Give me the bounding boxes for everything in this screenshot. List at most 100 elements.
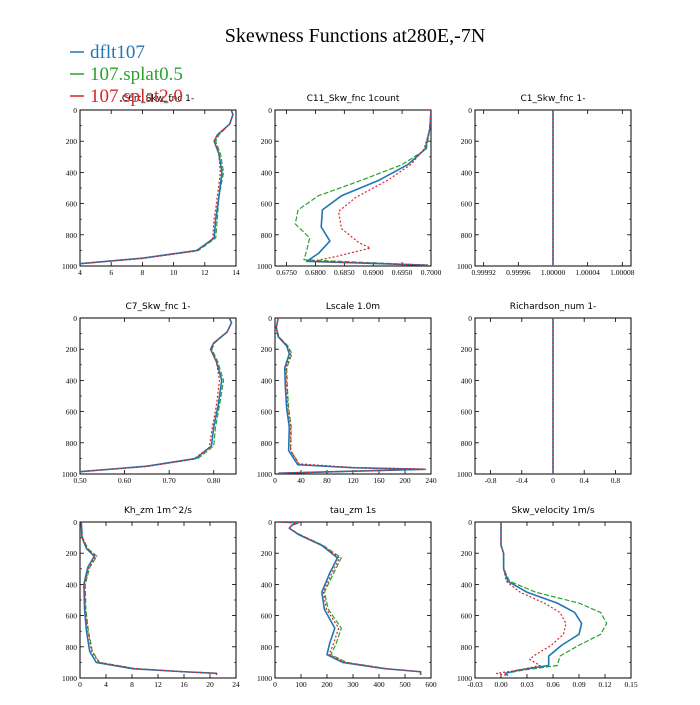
panel-title: tau_zm 1s (330, 506, 376, 516)
y-tick-label: 0 (268, 314, 272, 323)
y-tick-label: 200 (66, 137, 78, 146)
x-tick-label: 200 (321, 680, 333, 689)
y-tick-label: 400 (66, 580, 78, 589)
y-tick-label: 400 (261, 376, 273, 385)
series-line-dflt107 (80, 318, 233, 473)
x-tick-label: 300 (347, 680, 359, 689)
x-tick-label: 100 (295, 680, 307, 689)
x-tick-label: 0 (273, 476, 277, 485)
panel-title: C6rt_Skw_fnc 1- (122, 94, 194, 104)
legend-label: dflt107 (90, 42, 145, 63)
y-tick-label: 800 (66, 643, 78, 652)
y-tick-label: 1000 (257, 674, 272, 683)
x-tick-label: 0.80 (207, 476, 220, 485)
x-tick-label: -0.4 (516, 476, 528, 485)
y-tick-label: 200 (461, 137, 473, 146)
y-tick-label: 800 (261, 643, 273, 652)
y-tick-label: 0 (268, 518, 272, 527)
series-line-107.splat0.5 (277, 522, 422, 675)
panel-2: C11_Skw_fnc 1count 0 200 400 600 800 1000 0.675… (257, 94, 442, 277)
x-tick-label: -0.8 (485, 476, 497, 485)
panel-title: Lscale 1.0m (326, 302, 380, 312)
x-tick-label: 4 (78, 268, 82, 277)
panel-frame (274, 317, 432, 475)
x-tick-label: 0.6800 (305, 268, 326, 277)
y-tick-label: 0 (73, 314, 77, 323)
x-tick-label: -0.03 (467, 680, 483, 689)
x-tick-label: 0.03 (520, 680, 533, 689)
y-tick-label: 1000 (457, 674, 472, 683)
x-tick-label: 0.00 (494, 680, 507, 689)
panel-frame (79, 317, 237, 475)
panel-title: C7_Skw_fnc 1- (126, 302, 191, 312)
y-tick-label: 0 (73, 106, 77, 115)
x-tick-label: 120 (347, 476, 359, 485)
panel-frame (79, 109, 237, 267)
x-tick-label: 0.6900 (363, 268, 384, 277)
series-line-107.splat0.5 (275, 318, 427, 474)
series-line-107.splat2.0 (311, 110, 431, 266)
series-line-107.splat2.0 (275, 318, 424, 474)
panel-title: C11_Skw_fnc 1count (307, 94, 400, 104)
y-tick-label: 1000 (257, 470, 272, 479)
figure-title: Skewness Functions at280E,-7N (225, 25, 486, 47)
panel-frame (474, 521, 632, 679)
series-line-dflt107 (80, 522, 218, 675)
y-tick-label: 800 (261, 439, 273, 448)
y-tick-label: 400 (461, 168, 473, 177)
y-tick-label: 600 (66, 200, 78, 209)
y-tick-label: 1000 (62, 674, 77, 683)
y-tick-label: 400 (461, 376, 473, 385)
y-tick-label: 0 (268, 106, 272, 115)
y-tick-label: 400 (261, 580, 273, 589)
x-tick-label: 0.50 (73, 476, 86, 485)
y-tick-label: 200 (461, 549, 473, 558)
y-tick-label: 800 (461, 231, 473, 240)
y-tick-label: 600 (66, 612, 78, 621)
series-line-dflt107 (275, 318, 426, 474)
x-tick-label: 0.4 (580, 476, 590, 485)
x-tick-label: 24 (232, 680, 240, 689)
x-tick-label: 1.00000 (541, 268, 566, 277)
x-tick-label: 80 (323, 476, 331, 485)
x-tick-label: 20 (206, 680, 214, 689)
panel-frame (274, 109, 432, 267)
series-line-dflt107 (500, 522, 583, 677)
x-tick-label: 400 (373, 680, 385, 689)
y-tick-label: 0 (468, 314, 472, 323)
y-tick-label: 1000 (457, 262, 472, 271)
y-tick-label: 800 (261, 231, 273, 240)
y-tick-label: 600 (461, 612, 473, 621)
y-tick-label: 800 (66, 439, 78, 448)
y-tick-label: 400 (261, 168, 273, 177)
x-tick-label: 0.12 (598, 680, 611, 689)
x-tick-label: 600 (425, 680, 437, 689)
x-tick-label: 0.09 (572, 680, 585, 689)
panel-title: Skw_velocity 1m/s (511, 506, 594, 516)
y-tick-label: 1000 (62, 262, 77, 271)
panel-title: Kh_zm 1m^2/s (124, 506, 192, 516)
x-tick-label: 0 (273, 680, 277, 689)
series-line-107.splat2.0 (496, 522, 567, 677)
y-tick-label: 800 (66, 231, 78, 240)
x-tick-label: 10 (170, 268, 178, 277)
x-tick-label: 6 (109, 268, 113, 277)
y-tick-label: 600 (461, 408, 473, 417)
x-tick-label: 200 (399, 476, 411, 485)
y-tick-label: 200 (261, 549, 273, 558)
series-line-107.splat2.0 (80, 318, 233, 473)
y-tick-label: 800 (461, 439, 473, 448)
x-tick-label: 1.00004 (575, 268, 600, 277)
x-tick-label: 0.6950 (392, 268, 413, 277)
x-tick-label: 4 (104, 680, 108, 689)
panel-9: Skw_velocity 1m/s 0 200 400 600 800 1000-0.03 0… (457, 506, 638, 689)
y-tick-label: 1000 (457, 470, 472, 479)
series-line-dflt107 (277, 522, 422, 675)
